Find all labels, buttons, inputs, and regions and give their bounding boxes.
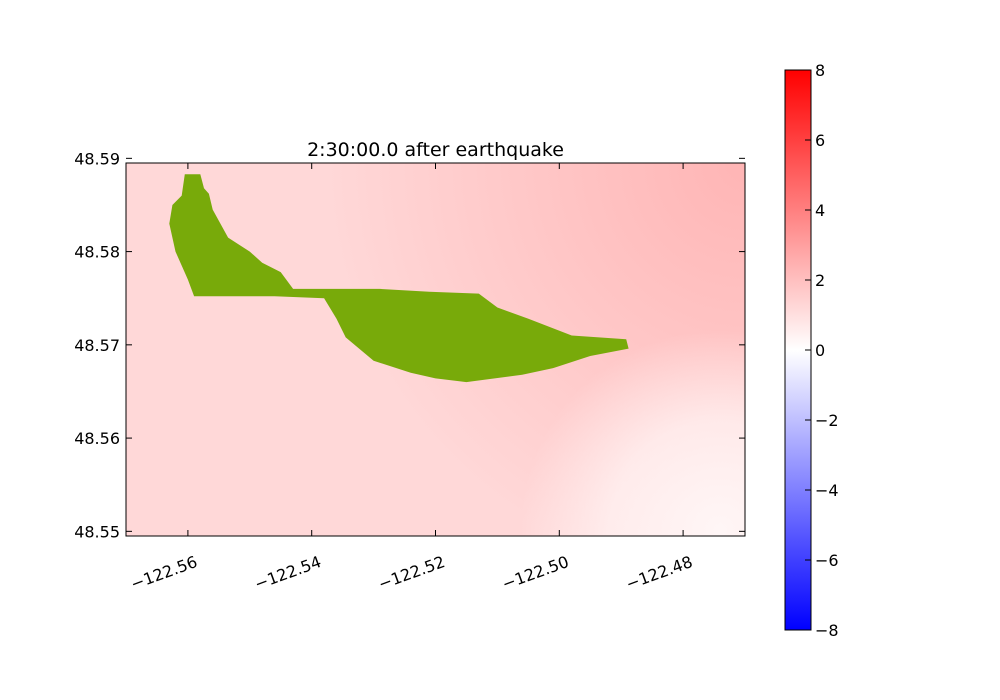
- colorbar-tick-label: −2: [815, 411, 839, 430]
- x-tick-label: −122.50: [500, 552, 572, 594]
- colorbar-tick-label: 6: [815, 131, 825, 150]
- colorbar-tick-label: 8: [815, 61, 825, 80]
- colorbar-tick-label: 0: [815, 341, 825, 360]
- y-axis: 48.55 48.56 48.57 48.58 48.59: [74, 149, 745, 541]
- y-tick-label: 48.57: [74, 336, 120, 355]
- heatmap-area: [126, 163, 745, 536]
- x-tick-label: −122.52: [376, 552, 448, 594]
- chart-title: 2:30:00.0 after earthquake: [307, 139, 564, 161]
- colorbar-tick-label: 4: [815, 201, 825, 220]
- x-tick-label: −122.56: [128, 552, 200, 594]
- colorbar: 8 6 4 2 0 −2 −4 −6 −8: [784, 61, 839, 640]
- colorbar-tick-label: −4: [815, 481, 839, 500]
- x-tick-label: −122.54: [252, 552, 324, 594]
- island-land-mask: [169, 174, 629, 383]
- y-tick-label: 48.56: [74, 429, 120, 448]
- colorbar-ticks: 8 6 4 2 0 −2 −4 −6 −8: [805, 61, 839, 640]
- y-tick-label: 48.55: [74, 522, 120, 541]
- y-tick-label: 48.58: [74, 243, 120, 262]
- colorbar-tick-label: 2: [815, 271, 825, 290]
- colorbar-tick-label: −8: [815, 621, 839, 640]
- y-tick-label: 48.59: [74, 149, 120, 168]
- colorbar-tick-label: −6: [815, 551, 839, 570]
- x-tick-label: −122.48: [623, 552, 695, 594]
